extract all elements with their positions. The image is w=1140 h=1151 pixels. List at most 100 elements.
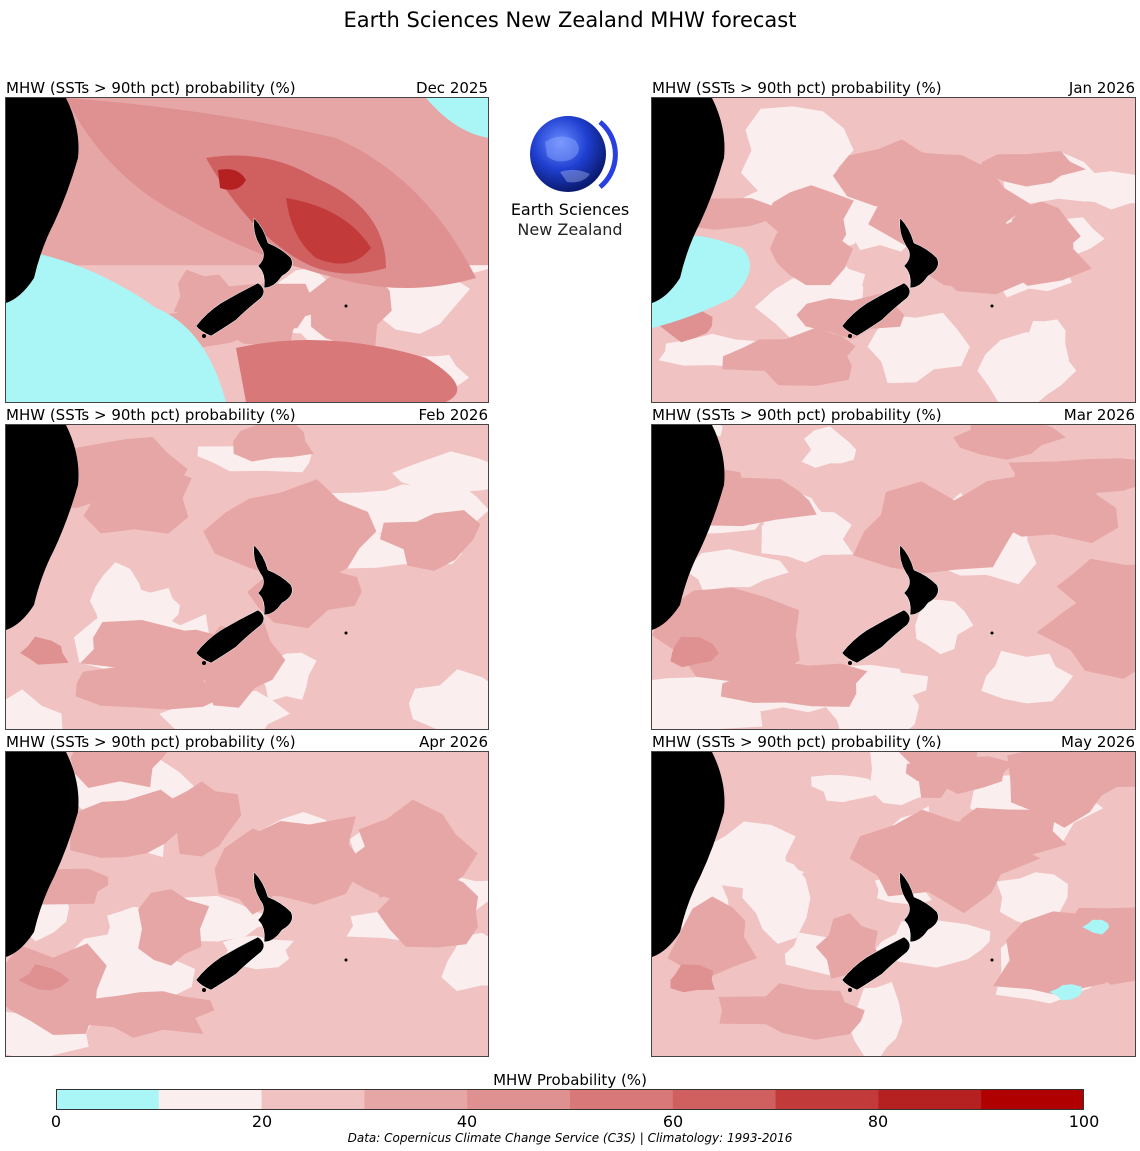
- south-island: [841, 609, 911, 664]
- elevated-probability-area: [18, 964, 70, 991]
- north-island: [253, 217, 293, 289]
- map-svg: [652, 752, 1135, 1056]
- map-svg: [652, 98, 1135, 402]
- near-zero-probability-area: [6, 248, 226, 402]
- low-probability-area: [977, 332, 1077, 402]
- colorbar-bin: [570, 1089, 674, 1110]
- chatham-islands: [344, 304, 348, 308]
- stewart-island: [202, 988, 206, 992]
- australia-landmass: [652, 98, 725, 303]
- elevated-probability-area: [670, 636, 719, 668]
- colorbar-bin: [672, 1089, 777, 1110]
- moderate-probability-area: [953, 425, 1066, 460]
- map-panel-apr-2026: [5, 751, 489, 1057]
- south-island: [195, 609, 265, 664]
- australia-landmass: [6, 98, 79, 303]
- moderate-probability-area: [722, 328, 856, 386]
- panel-5-date: Apr 2026: [419, 733, 488, 751]
- colorbar-tick-100: 100: [1068, 1112, 1100, 1131]
- australia-landmass: [6, 425, 79, 630]
- colorbar-bin: [467, 1089, 571, 1110]
- moderate-probability-area: [380, 510, 481, 571]
- map-svg: [6, 752, 488, 1056]
- map-panel-dec-2025: [5, 97, 489, 403]
- moderate-probability-area: [377, 870, 479, 948]
- very-high-probability-area: [218, 169, 246, 190]
- colorbar-bin: [981, 1089, 1084, 1110]
- low-probability-area: [847, 982, 903, 1056]
- australia-landmass: [652, 752, 725, 957]
- south-island: [841, 936, 911, 991]
- map-panel-may-2026: [651, 751, 1136, 1057]
- australia-landmass: [6, 752, 79, 957]
- north-island: [899, 871, 939, 943]
- panel-5-label: MHW (SSTs > 90th pct) probability (%): [6, 733, 296, 751]
- colorbar-tick-80: 80: [867, 1112, 889, 1131]
- moderate-probability-area: [70, 752, 168, 788]
- north-island: [253, 544, 293, 616]
- very-high-probability-area: [286, 198, 371, 264]
- low-probability-area: [867, 312, 970, 384]
- chatham-islands: [990, 304, 994, 308]
- chatham-islands: [990, 958, 994, 962]
- panel-2-date: Jan 2026: [1068, 79, 1135, 97]
- low-probability-area: [915, 599, 974, 655]
- colorbar-tick-0: 0: [50, 1112, 62, 1131]
- colorbar-bin: [56, 1089, 160, 1110]
- moderate-probability-area: [232, 816, 360, 905]
- colorbar-bin: [878, 1089, 982, 1110]
- south-island: [195, 936, 265, 991]
- moderate-probability-area: [1036, 593, 1135, 679]
- colorbar-bin: [775, 1089, 879, 1110]
- north-island: [899, 217, 939, 289]
- colorbar-label: MHW Probability (%): [493, 1071, 647, 1089]
- panel-1-label: MHW (SSTs > 90th pct) probability (%): [6, 79, 296, 97]
- colorbar-bin: [261, 1089, 365, 1110]
- near-zero-probability-area: [1082, 919, 1110, 935]
- high-probability-area: [236, 340, 458, 402]
- low-probability-area: [441, 932, 488, 991]
- elevated-probability-area: [660, 309, 713, 343]
- near-zero-probability-area: [1049, 984, 1082, 1001]
- map-panel-mar-2026: [651, 424, 1136, 730]
- colorbar-bin: [364, 1089, 468, 1110]
- moderate-probability-area: [667, 896, 757, 976]
- colorbar-outline: [56, 1089, 1084, 1110]
- panel-1-date: Dec 2025: [416, 79, 488, 97]
- stewart-island: [848, 988, 852, 992]
- moderate-probability-area: [1008, 458, 1135, 494]
- logo-line-2: New Zealand: [517, 220, 623, 239]
- stewart-island: [848, 334, 852, 338]
- panel-6-date: May 2026: [1061, 733, 1135, 751]
- low-probability-area: [801, 426, 857, 468]
- moderate-probability-area: [718, 983, 865, 1040]
- australia-landmass: [652, 425, 725, 630]
- data-credit: Data: Copernicus Climate Change Service …: [347, 1131, 793, 1145]
- colorbar-tick-40: 40: [456, 1112, 478, 1131]
- map-panel-feb-2026: [5, 424, 489, 730]
- south-island: [841, 282, 911, 337]
- low-probability-area: [1070, 171, 1135, 210]
- north-island: [253, 871, 293, 943]
- moderate-probability-area: [849, 809, 1041, 914]
- earth-sciences-logo: Earth Sciences New Zealand: [505, 112, 635, 242]
- elevated-probability-area: [670, 964, 715, 993]
- panel-3-date: Feb 2026: [418, 406, 489, 424]
- chatham-islands: [344, 631, 348, 635]
- chatham-islands: [990, 631, 994, 635]
- panel-4-label: MHW (SSTs > 90th pct) probability (%): [652, 406, 942, 424]
- low-probability-area: [687, 549, 789, 591]
- stewart-island: [202, 334, 206, 338]
- low-probability-area: [408, 669, 488, 729]
- panel-2-label: MHW (SSTs > 90th pct) probability (%): [652, 79, 942, 97]
- colorbar-tick-60: 60: [662, 1112, 684, 1131]
- low-probability-area: [115, 586, 180, 624]
- panel-3-label: MHW (SSTs > 90th pct) probability (%): [6, 406, 296, 424]
- chatham-islands: [344, 958, 348, 962]
- north-island: [899, 544, 939, 616]
- moderate-probability-area: [720, 661, 868, 707]
- low-probability-area: [6, 689, 63, 729]
- moderate-probability-area: [358, 799, 478, 898]
- moderate-probability-area: [74, 991, 215, 1038]
- moderate-probability-area: [233, 425, 314, 462]
